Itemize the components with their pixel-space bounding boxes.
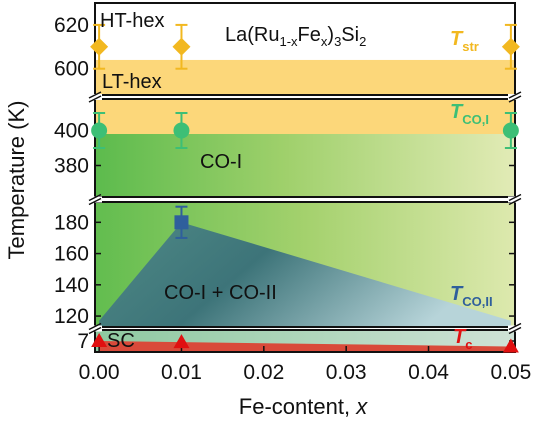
marker-t-c (173, 334, 190, 349)
marker-t-c (91, 333, 108, 347)
y-tick-label: 140 (54, 274, 89, 297)
marker-t-co-ii (174, 215, 189, 230)
t-c-label: Tc (453, 326, 472, 352)
data-markers (90, 23, 520, 353)
y-tick-label: 380 (54, 155, 89, 178)
y-axis-label: Temperature (K) (4, 101, 29, 260)
lt-hex-label: LT-hex (102, 71, 162, 93)
axis-break-mark (508, 322, 522, 331)
co1-co2-label: CO-I + CO-II (164, 282, 277, 304)
marker-t-str (501, 37, 520, 56)
x-tick-label: 0.02 (243, 361, 284, 384)
axis-break-mark (508, 197, 522, 206)
axis-break-gap (88, 325, 102, 332)
axis-break-gap (508, 94, 522, 100)
marker-t-str (172, 37, 191, 56)
axis-break-mark (88, 326, 102, 335)
axis-break-gap (88, 196, 102, 203)
axis-break-mark (88, 322, 102, 331)
y-tick-label: 180 (54, 211, 89, 234)
y-tick-label: 400 (54, 120, 89, 143)
compound-formula: La(Ru1-xFex)3Si2 (225, 24, 366, 49)
axis-break-mark (508, 95, 522, 103)
axis-break-mark (88, 197, 102, 206)
y-tick-label: 160 (54, 243, 89, 266)
y-tick-label: 7 (77, 330, 89, 353)
x-axis-label: Fe-content, x (239, 394, 368, 419)
x-tick-label: 0.05 (490, 361, 531, 384)
x-tick-label: 0.00 (79, 361, 120, 384)
axis-ticks: 600 620 380 400 120 140 160 180 7 0.00 0.01 0.02 0.0… (54, 14, 531, 384)
axis-break-gap (508, 196, 522, 203)
sc-label: SC (107, 330, 135, 352)
marker-t-co-i (502, 122, 519, 139)
co1-co2-region (99, 222, 511, 327)
axis-break-mark (508, 193, 522, 202)
t-str-label: Tstr (450, 28, 479, 54)
marker-t-co-i (91, 122, 108, 139)
t-co1-label: TCO,I (450, 101, 489, 127)
co1-label: CO-I (200, 151, 242, 173)
marker-t-c (502, 338, 519, 353)
y-tick-label: 600 (54, 58, 89, 81)
lt-hex-band (95, 59, 515, 95)
axis-break-mark (508, 91, 522, 99)
panel-frame-co2 (94, 201, 516, 328)
axis-break-mark (88, 91, 102, 99)
lt-hex-band-lower (95, 99, 515, 134)
phase-regions (95, 59, 515, 352)
t-co2-label: TCO,II (450, 283, 493, 309)
axis-break-mark (88, 193, 102, 202)
x-tick-label: 0.04 (408, 361, 449, 384)
marker-t-co-i (173, 122, 190, 139)
co1-region (95, 134, 515, 197)
axis-break-gap (508, 325, 522, 332)
axis-break-mark (508, 326, 522, 335)
axis-break-gap (88, 94, 102, 100)
x-tick-label: 0.01 (161, 361, 202, 384)
x-tick-label: 0.03 (326, 361, 367, 384)
y-tick-label: 120 (54, 305, 89, 328)
marker-t-str (90, 37, 109, 56)
y-tick-label: 620 (54, 14, 89, 37)
sc-region (99, 341, 511, 352)
axis-break-mark (88, 95, 102, 103)
ht-hex-label: HT-hex (100, 10, 164, 32)
